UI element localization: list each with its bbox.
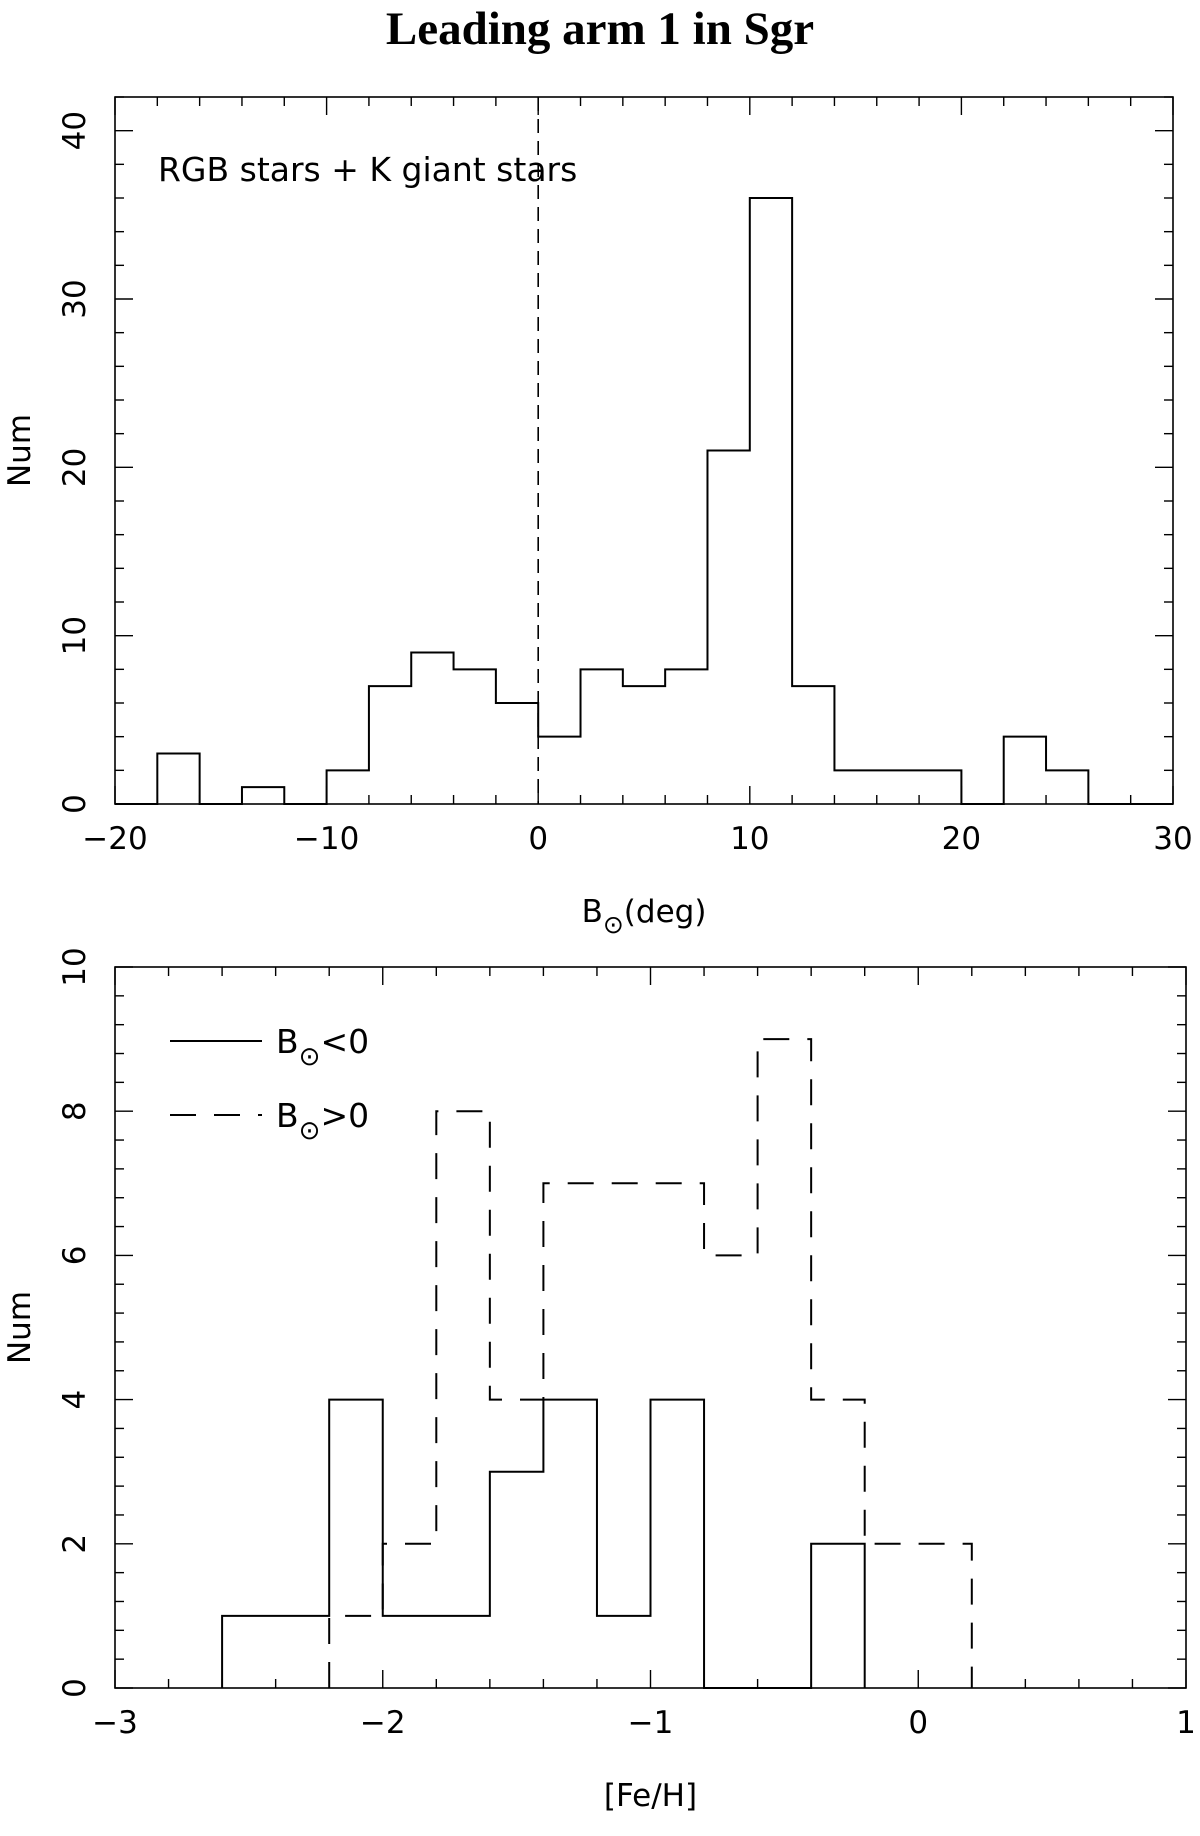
histogram-series-2 [328,1038,973,1688]
x-tick-label: 1 [1176,1705,1196,1741]
histogram-series-1 [221,1398,866,1689]
x-tick-label: −2 [360,1705,406,1741]
x-tick-label: −10 [294,821,359,857]
x-tick-label: 30 [1153,821,1192,857]
legend-label-2: B⊙>0 [276,1096,369,1146]
y-tick-label: 8 [57,1101,93,1121]
x-tick-label: 20 [942,821,981,857]
y-tick-label: 2 [57,1534,93,1554]
x-tick-label: 0 [908,1705,928,1741]
x-tick-label: −1 [628,1705,674,1741]
y-tick-label: 4 [57,1390,93,1410]
x-tick-label: 10 [730,821,769,857]
y-tick-label: 40 [57,111,93,150]
y-tick-label: 0 [57,1678,93,1698]
y-tick-label: 0 [57,794,93,814]
x-axis-label: [Fe/H] [604,1778,697,1814]
y-axis-label: Num [2,414,38,487]
x-tick-label: 0 [528,821,548,857]
y-tick-label: 6 [57,1246,93,1266]
y-tick-label: 10 [57,616,93,655]
y-tick-label: 10 [57,947,93,986]
x-tick-label: −20 [82,821,147,857]
histogram-series [115,197,1173,805]
annotation-label: RGB stars + K giant stars [158,150,577,189]
chart-title: Leading arm 1 in Sgr [385,3,815,55]
y-tick-label: 30 [57,279,93,318]
y-tick-label: 20 [57,448,93,487]
legend-label-1: B⊙<0 [276,1022,369,1072]
y-axis-label: Num [2,1291,38,1364]
x-axis-label: B⊙(deg) [582,894,707,939]
x-tick-label: −3 [92,1705,138,1741]
plot-frame-top [114,96,1174,805]
